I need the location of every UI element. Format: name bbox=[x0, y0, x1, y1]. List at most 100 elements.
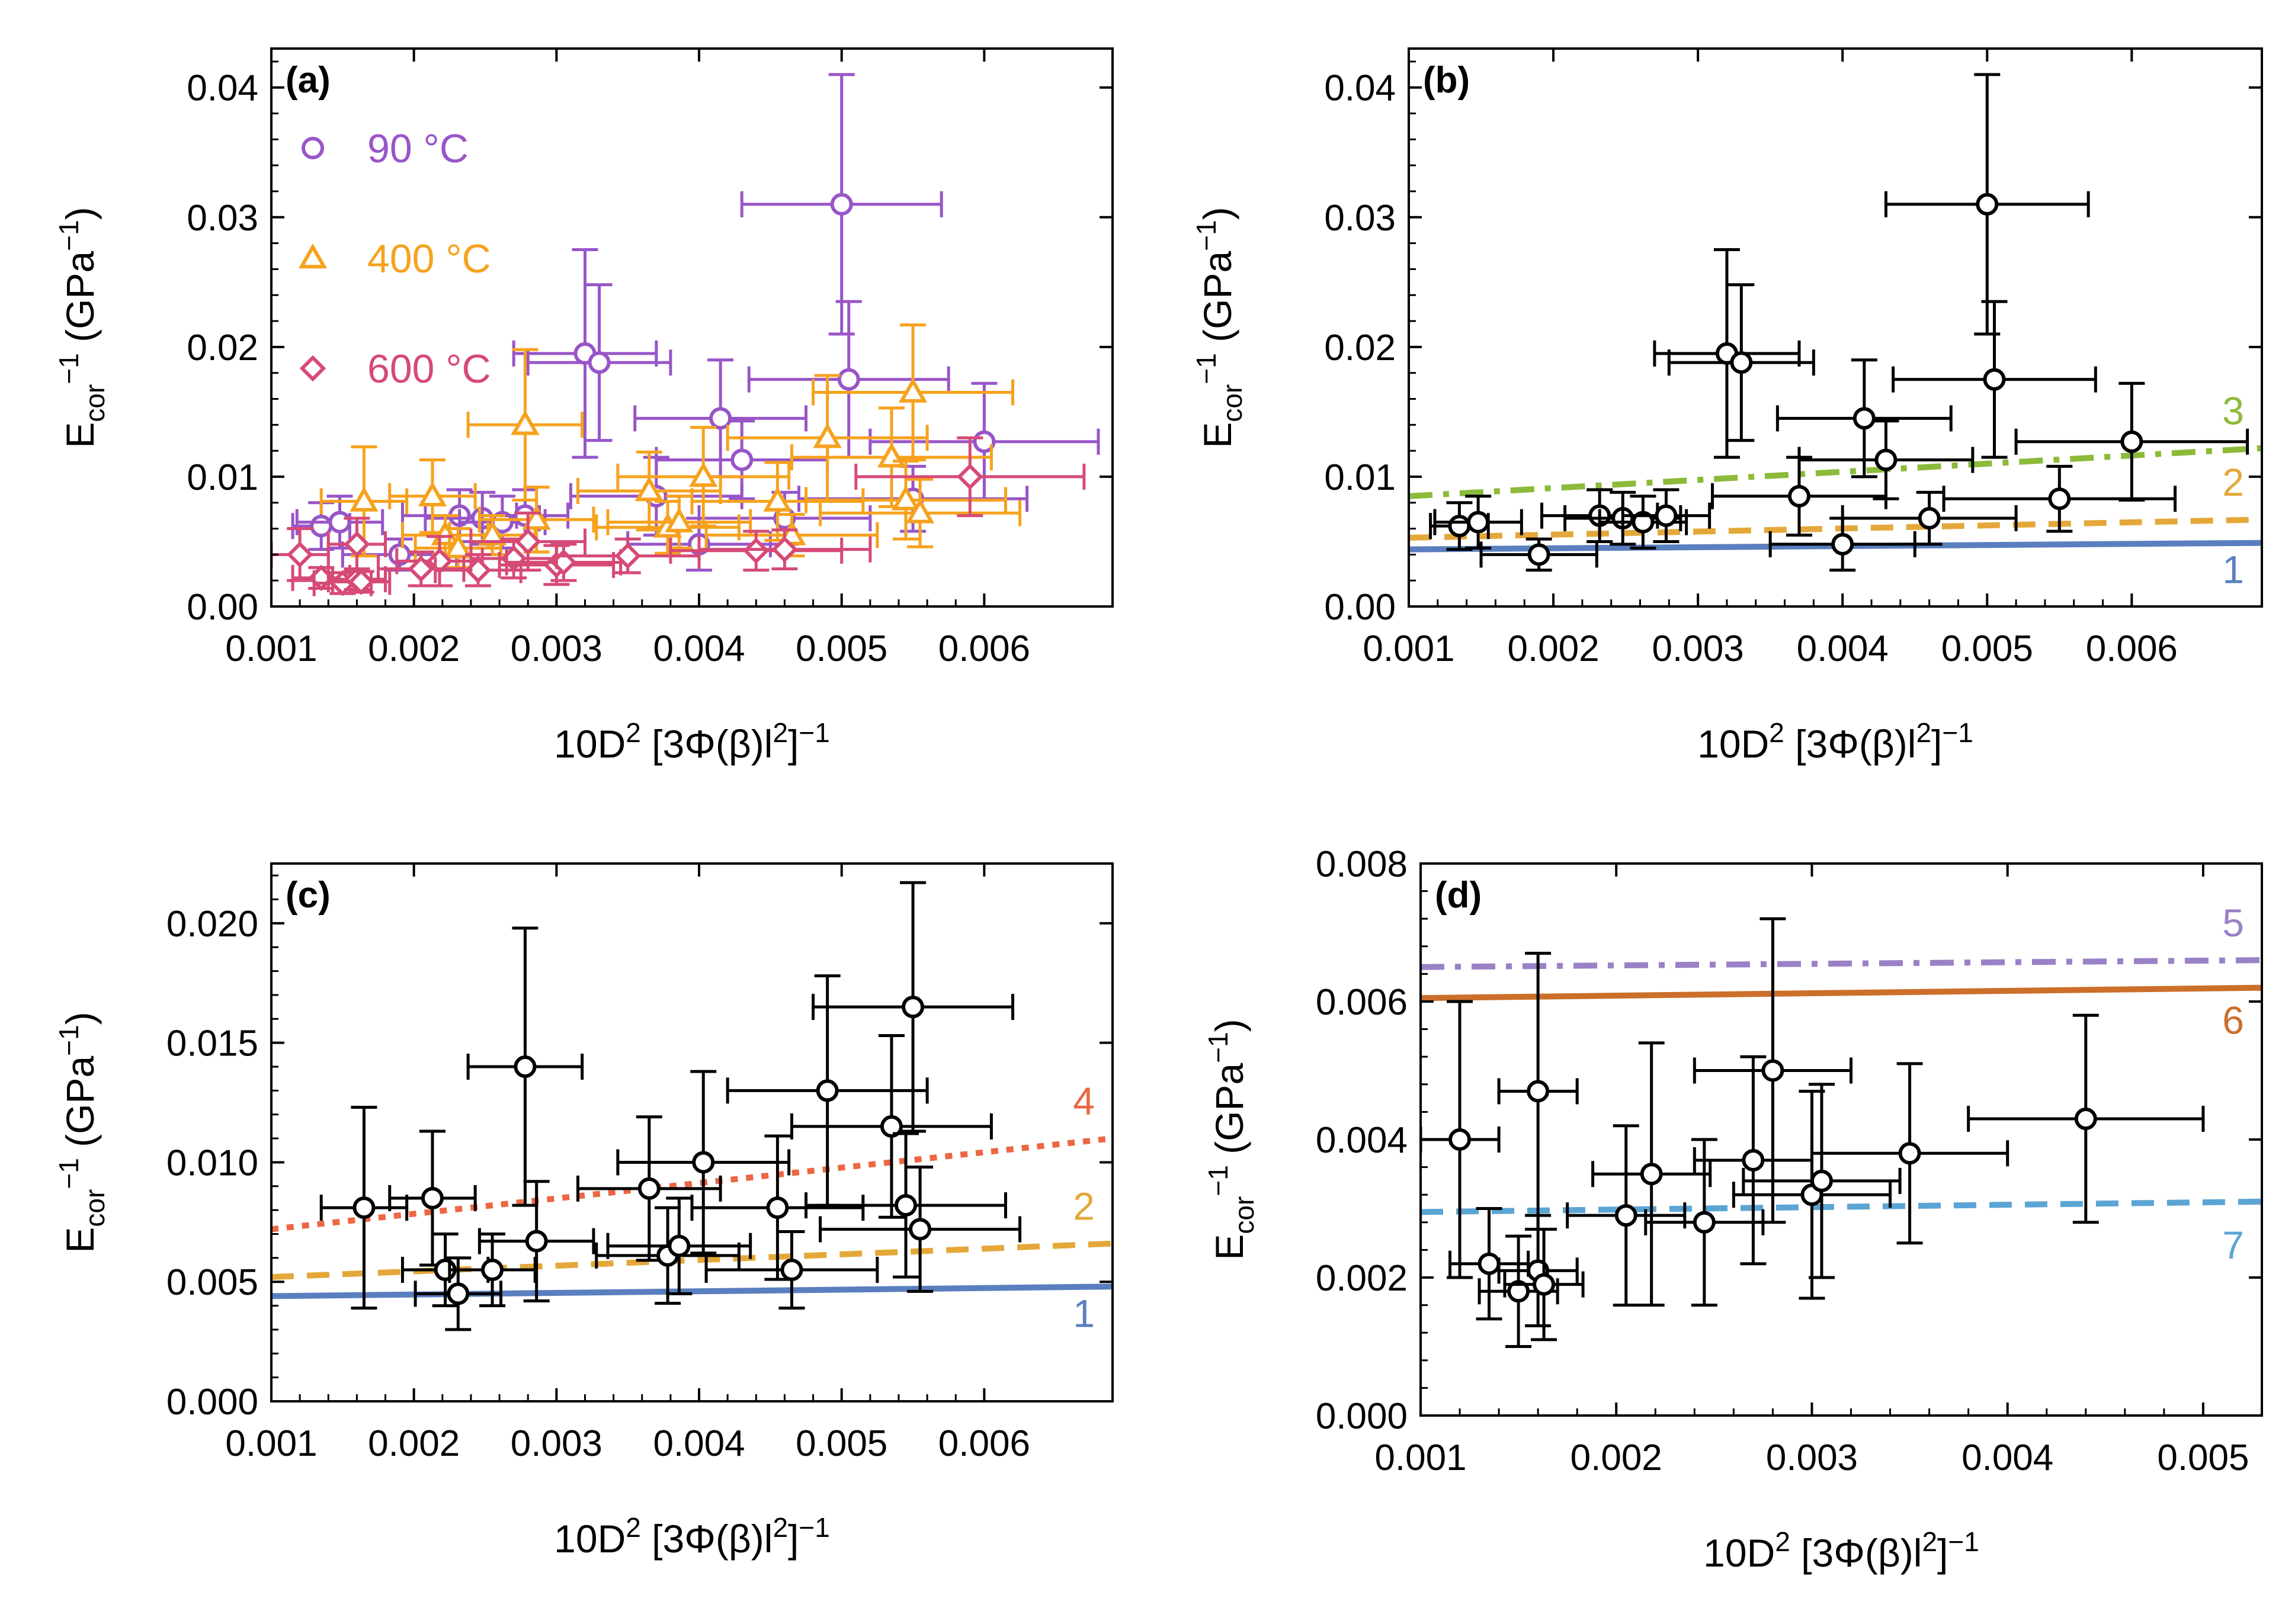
marker-circle bbox=[1640, 1163, 1663, 1186]
plot-frame bbox=[1408, 47, 2263, 608]
y-axis-label: Ecor−1 (GPa−1) bbox=[53, 1012, 110, 1253]
plot-frame bbox=[270, 862, 1114, 1402]
marker-circle bbox=[1632, 511, 1655, 534]
data-point bbox=[1768, 516, 1916, 572]
y-tick-label: 0.004 bbox=[1316, 1120, 1408, 1161]
x-axis-label: 10D2 [3Φ(β)l2]−1 bbox=[1697, 717, 1973, 766]
data-point bbox=[819, 1166, 1022, 1293]
marker-circle bbox=[1614, 1204, 1637, 1227]
model-line-7 bbox=[1421, 1198, 2262, 1215]
marker-circle bbox=[1810, 1169, 1833, 1192]
data-point bbox=[747, 300, 950, 459]
data-point bbox=[655, 419, 829, 500]
marker-triangle bbox=[898, 377, 928, 403]
data-point bbox=[1967, 1013, 2205, 1224]
marker-diamond bbox=[771, 536, 798, 563]
data-point bbox=[790, 406, 993, 508]
x-tick-label: 0.004 bbox=[653, 628, 745, 669]
data-point bbox=[295, 495, 384, 550]
marker-circle bbox=[709, 407, 732, 430]
y-tick-label: 0.020 bbox=[166, 904, 258, 945]
marker-triangle bbox=[891, 485, 921, 511]
marker-circle bbox=[588, 351, 611, 374]
data-points bbox=[1421, 917, 2205, 1348]
x-tick-label: 0.005 bbox=[796, 628, 887, 669]
marker-circle bbox=[1477, 1252, 1501, 1275]
x-tick-label: 0.003 bbox=[1766, 1437, 1858, 1478]
data-point bbox=[466, 926, 584, 1207]
data-point bbox=[1667, 283, 1815, 442]
marker-diamond bbox=[344, 531, 370, 558]
marker-circle bbox=[1831, 532, 1854, 556]
marker-triangle bbox=[813, 423, 842, 448]
marker-diamond bbox=[286, 541, 313, 568]
panel-c: 0.001 0.002 0.003 0.004 0.005 0.006 0.000 0.005… bbox=[53, 862, 1114, 1561]
marker-circle bbox=[1730, 351, 1753, 374]
data-point bbox=[740, 73, 943, 336]
data-point bbox=[606, 495, 752, 550]
data-point bbox=[726, 374, 929, 502]
data-point bbox=[616, 1070, 791, 1255]
reference-lines bbox=[271, 1135, 1113, 1299]
model-line-2 bbox=[271, 1240, 1113, 1280]
y-tick-label: 0.015 bbox=[166, 1023, 258, 1064]
marker-circle bbox=[1507, 1280, 1530, 1303]
marker-circle bbox=[1527, 543, 1550, 566]
marker-triangle bbox=[477, 520, 507, 545]
data-point bbox=[448, 1233, 537, 1308]
marker-circle bbox=[1742, 1148, 1765, 1172]
line-label-3: 3 bbox=[2222, 389, 2244, 433]
marker-circle bbox=[766, 1196, 789, 1219]
marker-circle bbox=[2120, 430, 2143, 453]
marker-circle bbox=[514, 1055, 537, 1079]
data-point bbox=[377, 550, 466, 588]
data-point bbox=[331, 569, 392, 595]
panel-tag: (d) bbox=[1435, 875, 1482, 916]
data-point bbox=[388, 1129, 477, 1267]
marker-circle bbox=[637, 1177, 661, 1200]
panel-tag: (a) bbox=[286, 60, 331, 101]
y-tick-label: 0.01 bbox=[1324, 457, 1396, 498]
y-tick-label: 0.02 bbox=[1324, 328, 1396, 368]
x-tick-label: 0.003 bbox=[511, 1423, 602, 1464]
marker-circle bbox=[895, 1194, 918, 1217]
marker-circle bbox=[352, 1196, 376, 1219]
legend: 90 °C 400 °C 600 °C bbox=[298, 126, 491, 391]
marker-circle bbox=[1448, 1128, 1472, 1151]
data-point bbox=[1797, 419, 1975, 500]
data-point bbox=[1810, 1062, 2009, 1245]
marker-circle bbox=[1761, 1059, 1784, 1082]
marker-circle bbox=[1983, 368, 2006, 391]
data-points bbox=[271, 73, 1100, 596]
marker-circle bbox=[2074, 1108, 2097, 1131]
data-point bbox=[805, 460, 1007, 541]
line-label-2: 2 bbox=[2222, 460, 2244, 504]
data-point bbox=[1479, 537, 1598, 572]
marker-diamond bbox=[348, 569, 374, 595]
data-point bbox=[805, 1132, 1007, 1279]
legend-marker-triangle bbox=[298, 243, 328, 269]
marker-circle bbox=[837, 368, 860, 391]
marker-circle bbox=[780, 1259, 803, 1282]
data-point bbox=[319, 445, 409, 558]
panel-tag: (c) bbox=[286, 875, 331, 916]
x-axis-label: 10D2 [3Φ(β)l2]−1 bbox=[554, 1512, 830, 1561]
marker-triangle bbox=[444, 533, 473, 559]
data-point bbox=[1503, 1227, 1585, 1341]
data-point bbox=[1566, 1124, 1687, 1307]
y-tick-label: 0.03 bbox=[187, 198, 258, 239]
data-point bbox=[1497, 1214, 1579, 1328]
marker-circle bbox=[481, 1259, 504, 1282]
data-point bbox=[1742, 1083, 1902, 1279]
model-line-6 bbox=[1421, 984, 2262, 1002]
y-tick-label: 0.02 bbox=[187, 328, 258, 368]
data-point bbox=[1892, 300, 2097, 459]
line-label-4: 4 bbox=[1073, 1079, 1095, 1123]
y-tick-label: 0.006 bbox=[1316, 982, 1408, 1023]
data-point bbox=[812, 323, 1015, 461]
marker-triangle bbox=[350, 486, 379, 512]
x-tick-label: 0.005 bbox=[796, 1423, 887, 1464]
x-tick-label: 0.002 bbox=[1571, 1437, 1662, 1478]
x-tick-label: 0.001 bbox=[225, 1423, 317, 1464]
